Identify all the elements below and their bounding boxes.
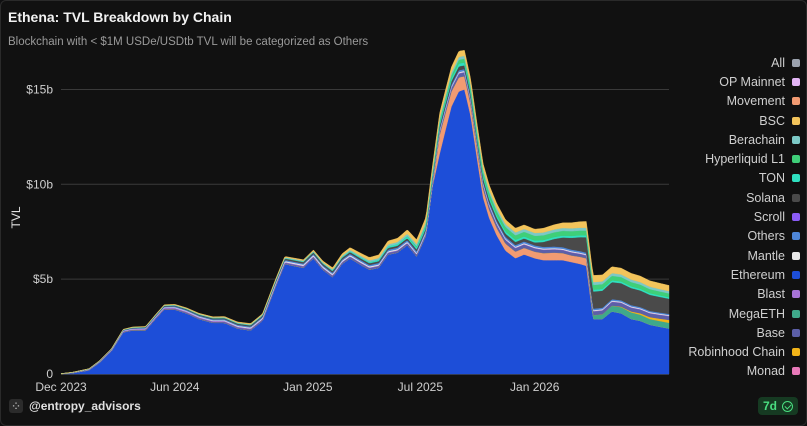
y-axis-label: TVL	[9, 206, 23, 228]
legend-item[interactable]: Others	[660, 227, 800, 246]
legend-swatch	[792, 232, 800, 241]
legend-swatch	[792, 135, 800, 144]
legend-label: Monad	[746, 364, 785, 379]
timeframe-label: 7d	[762, 399, 777, 413]
chart-title: Ethena: TVL Breakdown by Chain	[8, 9, 232, 25]
legend-swatch	[792, 174, 800, 183]
legend-item[interactable]: TON	[660, 169, 800, 188]
attribution-handle: @entropy_advisors	[29, 399, 141, 413]
legend-item[interactable]: Berachain	[660, 130, 800, 149]
timeframe-badge[interactable]: 7d	[757, 397, 798, 415]
legend-item[interactable]: Solana	[660, 188, 800, 207]
legend-item[interactable]: OP Mainnet	[660, 72, 800, 91]
chart-legend: All OP Mainnet Movement BSC Berachain Hyperli…	[660, 53, 800, 381]
legend-swatch	[792, 77, 800, 86]
legend-swatch	[792, 213, 800, 222]
legend-item[interactable]: Ethereum	[660, 265, 800, 284]
legend-label: Solana	[746, 190, 785, 205]
legend-label: TON	[758, 171, 785, 186]
entropy-logo-icon: ⁘	[9, 399, 23, 413]
legend-item[interactable]: Blast	[660, 285, 800, 304]
legend-swatch	[792, 367, 800, 376]
check-circle-icon	[782, 400, 793, 412]
legend-swatch	[792, 290, 800, 299]
legend-label: Movement	[726, 94, 785, 109]
legend-label: Ethereum	[730, 267, 785, 282]
legend-label: Mantle	[747, 248, 785, 263]
y-tick-label: 0	[46, 367, 53, 381]
legend-item[interactable]: Robinhood Chain	[660, 342, 800, 361]
legend-label: MegaETH	[728, 306, 785, 321]
chart-subtitle: Blockchain with < $1M USDe/USDtb TVL wil…	[8, 36, 369, 48]
legend-label: OP Mainnet	[719, 74, 785, 89]
y-tick-label: $10b	[26, 177, 53, 191]
legend-swatch	[792, 155, 800, 164]
legend-swatch	[792, 58, 800, 67]
legend-label: Robinhood Chain	[688, 345, 785, 360]
attribution: ⁘ @entropy_advisors	[9, 399, 141, 413]
legend-item[interactable]: All	[660, 53, 800, 72]
x-tick-label: Jan 2025	[283, 380, 333, 394]
legend-label: Scroll	[753, 210, 785, 225]
x-tick-label: Jun 2024	[150, 380, 200, 394]
legend-item[interactable]: Movement	[660, 92, 800, 111]
legend-label: BSC	[759, 113, 785, 128]
y-tick-label: $15b	[26, 82, 53, 96]
x-tick-label: Dec 2023	[35, 380, 87, 394]
legend-swatch	[792, 309, 800, 318]
x-tick-label: Jul 2025	[398, 380, 444, 394]
legend-label: Others	[747, 229, 785, 244]
legend-label: Berachain	[728, 132, 785, 147]
x-tick-label: Jan 2026	[510, 380, 560, 394]
legend-item[interactable]: Hyperliquid L1	[660, 149, 800, 168]
legend-item[interactable]: MegaETH	[660, 304, 800, 323]
legend-item[interactable]: BSC	[660, 111, 800, 130]
series-area-bsc	[60, 50, 670, 374]
legend-swatch	[792, 270, 800, 279]
legend-label: Base	[756, 325, 786, 340]
legend-item[interactable]: Base	[660, 323, 800, 342]
legend-item[interactable]: Monad	[660, 362, 800, 381]
legend-swatch	[792, 328, 800, 337]
legend-swatch	[792, 348, 800, 357]
legend-item[interactable]: Scroll	[660, 207, 800, 226]
legend-item[interactable]: Mantle	[660, 246, 800, 265]
y-tick-label: $5b	[33, 272, 53, 286]
legend-swatch	[792, 193, 800, 202]
legend-label: Blast	[757, 287, 785, 302]
legend-swatch	[792, 116, 800, 125]
legend-swatch	[792, 251, 800, 260]
legend-label: Hyperliquid L1	[705, 152, 785, 167]
legend-swatch	[792, 97, 800, 106]
legend-label: All	[771, 55, 785, 70]
